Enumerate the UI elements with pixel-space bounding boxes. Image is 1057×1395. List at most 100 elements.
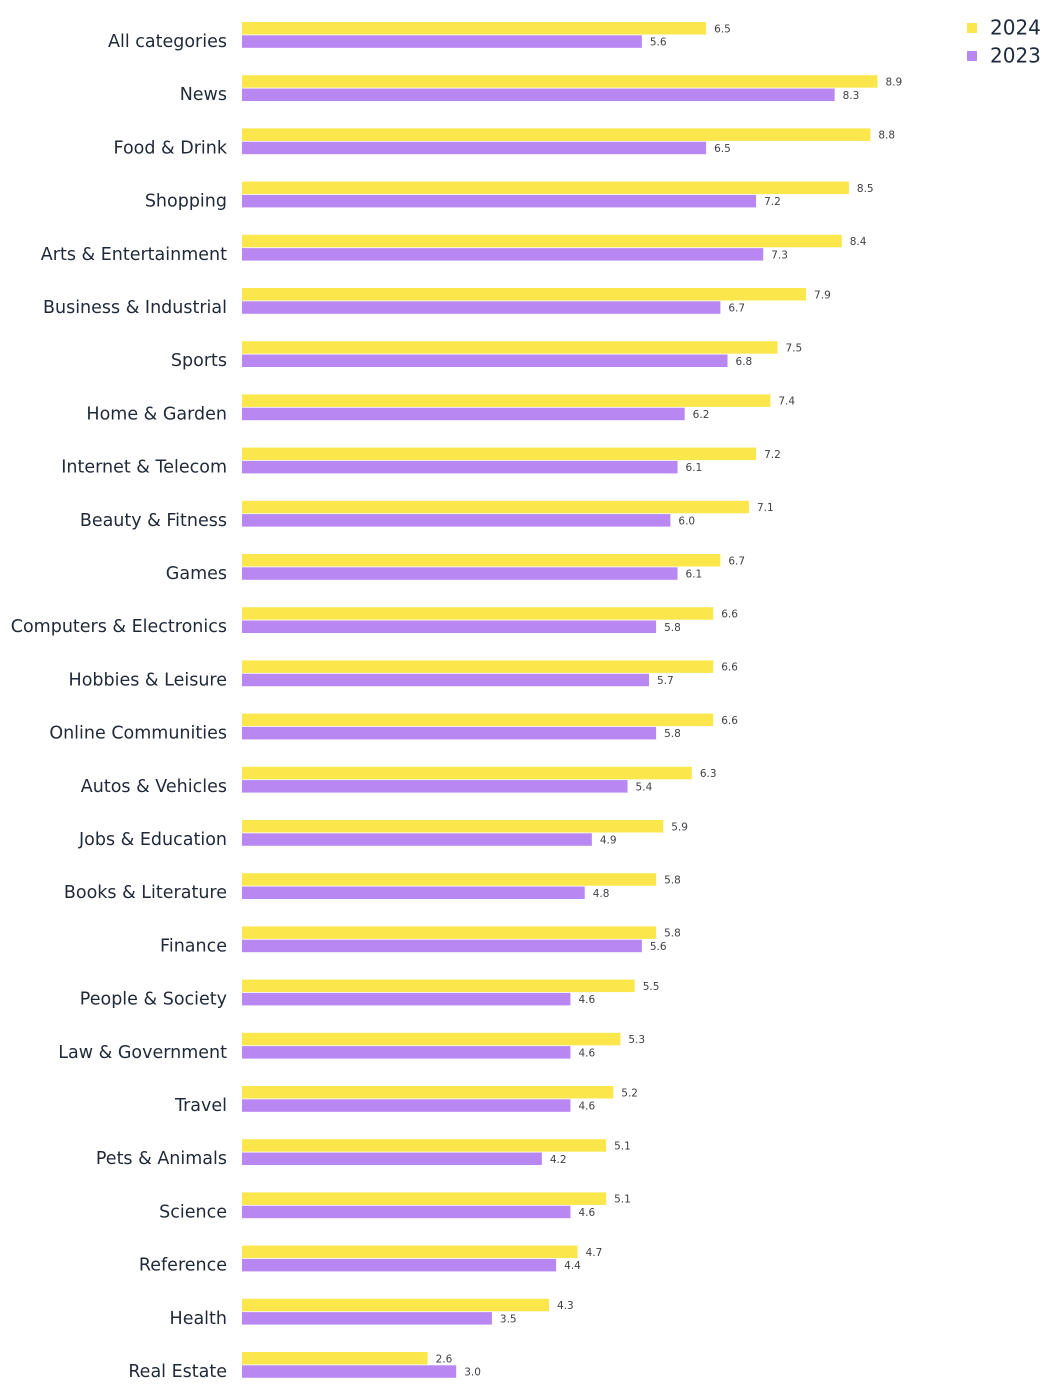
- bar-2024-home-and-garden: [242, 394, 771, 407]
- bar-group-news: News 8.9 8.3: [180, 75, 902, 105]
- bar-2023-hobbies-and-leisure: [242, 673, 649, 687]
- value-label-2024: 7.5: [786, 342, 803, 354]
- value-label-2023: 8.3: [843, 90, 860, 102]
- bar-2023-jobs-and-education: [242, 833, 592, 846]
- bar-2023-health: [242, 1312, 492, 1325]
- category-label: Shopping: [145, 192, 227, 212]
- value-label-2023: 7.2: [764, 196, 781, 208]
- category-label: Science: [159, 1202, 227, 1222]
- bar-2024-pets-and-animals: [242, 1139, 607, 1152]
- bars-layer: All categories 6.5 5.6 News 8.9 8.3 Food & Dri…: [11, 22, 902, 1382]
- value-label-2023: 6.2: [693, 409, 710, 421]
- value-label-2024: 6.7: [728, 555, 745, 567]
- bar-group-real-estate: Real Estate 2.6 3.0: [128, 1352, 481, 1382]
- bar-2024-computers-and-electronics: [242, 607, 714, 620]
- value-label-2023: 5.4: [636, 781, 653, 793]
- value-label-2023: 5.7: [657, 675, 674, 687]
- value-label-2024: 8.8: [878, 130, 895, 142]
- bar-2024-games: [242, 554, 721, 567]
- value-label-2024: 5.5: [643, 981, 660, 993]
- value-label-2024: 5.1: [614, 1140, 631, 1152]
- value-label-2023: 5.6: [650, 37, 667, 49]
- category-label: Business & Industrial: [43, 298, 227, 318]
- bar-2023-law-and-government: [242, 1046, 571, 1059]
- bar-2023-pets-and-animals: [242, 1152, 542, 1165]
- value-label-2023: 7.3: [771, 249, 788, 261]
- bar-2024-finance: [242, 926, 657, 939]
- value-label-2024: 4.7: [586, 1247, 603, 1259]
- bar-group-law-and-government: Law & Government 5.3 4.6: [58, 1032, 645, 1063]
- value-label-2023: 3.5: [500, 1313, 517, 1325]
- category-label: All categories: [108, 32, 227, 52]
- value-label-2023: 4.6: [578, 1207, 595, 1219]
- bar-group-pets-and-animals: Pets & Animals 5.1 4.2: [96, 1139, 631, 1169]
- category-label: Pets & Animals: [96, 1149, 227, 1169]
- value-label-2024: 5.3: [628, 1034, 645, 1046]
- category-label: Food & Drink: [114, 138, 228, 158]
- bar-group-hobbies-and-leisure: Hobbies & Leisure 6.6 5.7: [69, 660, 738, 690]
- bar-2024-books-and-literature: [242, 873, 657, 886]
- bar-group-computers-and-electronics: Computers & Electronics 6.6 5.8: [11, 607, 738, 637]
- bar-2024-shopping: [242, 181, 849, 195]
- category-label: Health: [170, 1309, 227, 1329]
- bar-2024-travel: [242, 1086, 614, 1099]
- category-label: News: [180, 85, 227, 105]
- bar-2024-sports: [242, 341, 778, 354]
- category-label: Arts & Entertainment: [41, 245, 227, 265]
- value-label-2024: 6.6: [721, 608, 738, 620]
- value-label-2024: 6.5: [714, 23, 731, 35]
- value-label-2023: 4.8: [593, 888, 610, 900]
- bar-2024-news: [242, 75, 878, 88]
- bar-2024-law-and-government: [242, 1032, 621, 1046]
- bar-2023-business-and-industrial: [242, 301, 721, 314]
- value-label-2024: 7.9: [814, 289, 831, 301]
- legend-swatch-2024: [967, 23, 977, 33]
- value-label-2024: 7.4: [778, 396, 795, 408]
- value-label-2023: 4.6: [578, 1047, 595, 1059]
- bar-2023-books-and-literature: [242, 886, 585, 899]
- category-label: Games: [166, 564, 227, 584]
- bar-2024-science: [242, 1192, 607, 1205]
- bar-2023-real-estate: [242, 1365, 457, 1378]
- bar-2024-hobbies-and-leisure: [242, 660, 714, 673]
- bar-group-reference: Reference 4.7 4.4: [139, 1245, 603, 1276]
- value-label-2024: 8.4: [850, 236, 867, 248]
- bar-2024-real-estate: [242, 1352, 428, 1365]
- category-label: Real Estate: [128, 1362, 227, 1382]
- value-label-2023: 4.6: [578, 994, 595, 1006]
- bar-group-people-and-society: People & Society 5.5 4.6: [80, 979, 660, 1010]
- value-label-2023: 6.1: [686, 569, 703, 581]
- bar-group-health: Health 4.3 3.5: [170, 1298, 574, 1329]
- bar-group-beauty-and-fitness: Beauty & Fitness 7.1 6.0: [80, 500, 774, 531]
- value-label-2023: 5.8: [664, 622, 681, 634]
- bar-group-jobs-and-education: Jobs & Education 5.9 4.9: [78, 820, 688, 850]
- category-label: Home & Garden: [86, 404, 227, 424]
- value-label-2024: 2.6: [436, 1353, 453, 1365]
- bar-2023-games: [242, 567, 678, 580]
- value-label-2023: 4.9: [600, 835, 617, 847]
- bar-2024-reference: [242, 1245, 578, 1259]
- bar-2023-finance: [242, 939, 642, 953]
- legend-label-2023: 2023: [990, 44, 1041, 68]
- value-label-2023: 6.8: [736, 356, 753, 368]
- category-label: Law & Government: [58, 1043, 227, 1063]
- bar-group-shopping: Shopping 8.5 7.2: [145, 181, 874, 212]
- value-label-2024: 7.2: [764, 449, 781, 461]
- value-label-2024: 5.9: [671, 821, 688, 833]
- legend-item-2023: 2023: [967, 44, 1041, 68]
- bar-group-games: Games 6.7 6.1: [166, 554, 745, 584]
- category-label: Autos & Vehicles: [81, 777, 227, 797]
- category-label: Travel: [174, 1096, 227, 1116]
- bar-group-sports: Sports 7.5 6.8: [171, 341, 802, 371]
- bar-group-science: Science 5.1 4.6: [159, 1192, 631, 1222]
- category-label: Sports: [171, 351, 227, 371]
- bar-2023-people-and-society: [242, 992, 571, 1006]
- bar-2024-health: [242, 1298, 550, 1312]
- bar-2023-travel: [242, 1099, 571, 1112]
- bar-2023-online-communities: [242, 726, 657, 740]
- category-label: Beauty & Fitness: [80, 511, 227, 531]
- category-label: Hobbies & Leisure: [69, 670, 227, 690]
- category-label: People & Society: [80, 990, 227, 1010]
- category-label: Online Communities: [49, 724, 227, 744]
